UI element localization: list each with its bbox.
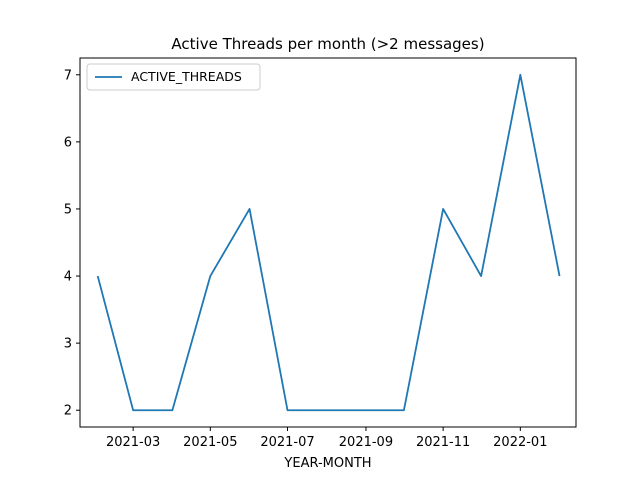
x-tick-label: 2021-05 (183, 435, 237, 450)
chart-title: Active Threads per month (>2 messages) (171, 35, 484, 53)
plot-area: 2 3 4 5 6 7 2021-03 2021-05 2021-07 2021-09 2021-1… (64, 57, 577, 450)
x-tick-label: 2021-09 (339, 435, 393, 450)
axes-frame (79, 57, 577, 428)
y-tick-label: 6 (64, 135, 72, 150)
x-tick-label: 2022-01 (493, 435, 547, 450)
x-tick-label: 2021-11 (416, 435, 470, 450)
legend-label: ACTIVE_THREADS (131, 69, 242, 84)
x-tick-label: 2021-07 (260, 435, 314, 450)
y-tick-label: 3 (64, 337, 72, 352)
y-tick-label: 5 (64, 202, 72, 217)
legend-box (86, 63, 261, 91)
x-axis-label: YEAR-MONTH (283, 456, 371, 471)
x-tick-label: 2021-03 (106, 435, 160, 450)
y-tick-label: 2 (64, 404, 72, 419)
y-tick-label: 4 (64, 270, 72, 285)
legend: ACTIVE_THREADS (86, 63, 261, 91)
y-tick-label: 7 (64, 68, 72, 83)
